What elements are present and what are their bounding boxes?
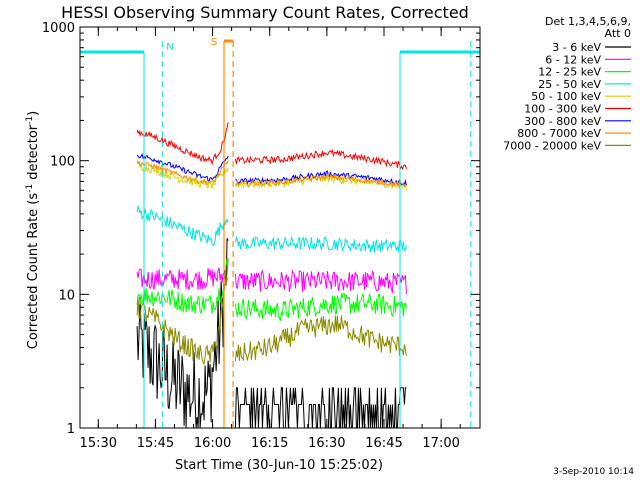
series-7 [136, 160, 407, 188]
legend-label-8: 7000 - 20000 keV [503, 139, 601, 152]
series-6 [136, 152, 407, 186]
series-5 [136, 122, 407, 171]
series-line-1-seg1 [136, 267, 229, 290]
chart-title: HESSI Observing Summary Count Rates, Cor… [61, 3, 469, 22]
saa-label: S [211, 37, 217, 48]
series-line-6-seg1 [136, 152, 229, 182]
y-axis-label-mid: detector [26, 124, 41, 184]
legend-label-7: 800 - 7000 keV [517, 127, 601, 140]
night-label: N [166, 42, 173, 53]
series-line-2-seg1 [136, 258, 229, 315]
y-tick-label: 100 [50, 155, 75, 170]
y-axis-label-exp1: -1 [25, 184, 35, 193]
y-tick-label: 1 [67, 422, 75, 437]
x-tick-label: 15:30 [80, 436, 117, 451]
legend-label-3: 25 - 50 keV [538, 78, 601, 91]
x-tick-label: 16:30 [308, 436, 345, 451]
x-tick-label: 15:45 [137, 436, 174, 451]
series-line-5-seg2 [234, 149, 407, 171]
series-line-3-seg2 [234, 235, 407, 253]
series-3 [136, 205, 407, 253]
series-line-6-seg2 [235, 170, 407, 186]
series-4 [136, 161, 407, 191]
footer-date: 3-Sep-2010 10:14 [553, 467, 634, 477]
legend-header-line1: Det 1,3,4,5,6,9, [545, 15, 631, 28]
series-line-8-seg2 [234, 315, 407, 362]
legend-header-line2: Att 0 [605, 27, 631, 40]
series-line-2-seg2 [234, 293, 407, 321]
series-0 [136, 238, 407, 429]
plot-frame [79, 26, 481, 429]
y-axis-label: Corrected Count Rate (s-1 detector-1) [25, 111, 41, 349]
series-line-1-seg2 [234, 269, 407, 295]
series-line-7-seg1 [136, 160, 229, 187]
legend-label-6: 300 - 800 keV [524, 115, 601, 128]
series-line-5-seg1 [136, 122, 229, 166]
series-line-8-seg1 [136, 258, 229, 365]
series-line-0-seg1 [136, 238, 229, 429]
legend-label-1: 6 - 12 keV [545, 53, 601, 66]
series-line-4-seg1 [136, 161, 229, 189]
x-tick-label: 16:15 [251, 436, 288, 451]
x-tick-label: 16:45 [365, 436, 402, 451]
series-line-7-seg2 [234, 173, 407, 188]
legend-label-2: 12 - 25 keV [538, 66, 601, 79]
series-line-0-seg2 [234, 387, 407, 429]
x-tick-label: 16:00 [194, 436, 231, 451]
y-axis-label-end: ) [26, 111, 41, 116]
series-line-3-seg1 [136, 205, 229, 247]
y-axis-label-exp2: -1 [25, 116, 35, 125]
x-axis-label: Start Time (30-Jun-10 15:25:02) [175, 458, 383, 473]
series-2 [136, 258, 407, 321]
series-8 [136, 258, 407, 365]
y-axis-label-main: Corrected Count Rate (s [26, 193, 41, 350]
legend-label-5: 100 - 300 keV [524, 103, 601, 116]
legend-label-4: 50 - 100 keV [531, 90, 601, 103]
legend-label-0: 3 - 6 keV [552, 41, 601, 54]
series-1 [136, 267, 407, 295]
y-tick-label: 1000 [42, 21, 75, 36]
x-tick-label: 17:00 [422, 436, 459, 451]
y-tick-label: 10 [58, 288, 75, 303]
